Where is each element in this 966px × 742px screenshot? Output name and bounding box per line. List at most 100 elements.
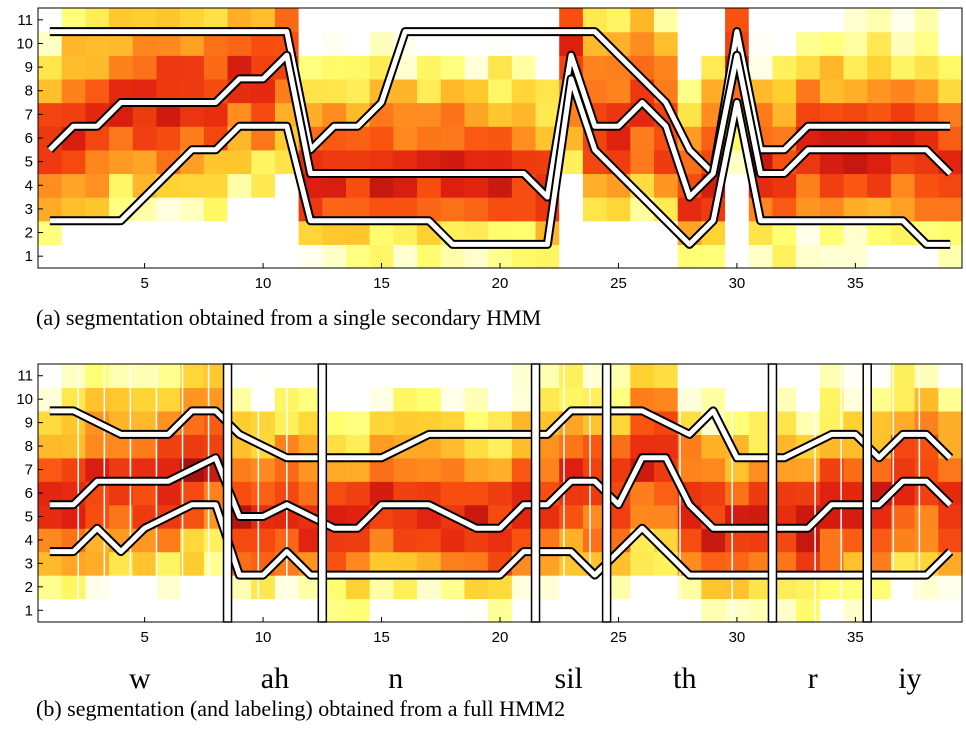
- heatmap-cell: [796, 481, 821, 506]
- heatmap-cell: [440, 387, 466, 412]
- heatmap-cell: [61, 457, 86, 482]
- y-tick-label: 10: [16, 35, 33, 52]
- heatmap-cell: [511, 126, 537, 151]
- heatmap-cell: [393, 102, 418, 127]
- heatmap-cell: [393, 78, 418, 104]
- heatmap-cell: [180, 551, 205, 576]
- heatmap-cell: [559, 244, 584, 269]
- heatmap-cell: [654, 575, 679, 600]
- heatmap-cell: [203, 197, 229, 222]
- y-tick-label: 6: [25, 485, 33, 502]
- heatmap-cell: [156, 575, 181, 600]
- heatmap-cell: [109, 149, 134, 175]
- heatmap-cell: [180, 598, 205, 623]
- heatmap-cell: [346, 410, 371, 435]
- heatmap-cell: [559, 173, 584, 198]
- heatmap-b: [38, 364, 963, 623]
- y-tick-label: 4: [25, 177, 33, 194]
- heatmap-cell: [322, 8, 347, 33]
- heatmap-cell: [890, 244, 916, 269]
- x-tick-label: 30: [729, 629, 746, 646]
- heatmap-cell: [203, 55, 229, 80]
- heatmap-cell: [109, 598, 134, 623]
- heatmap-cell: [772, 31, 797, 56]
- heatmap-cell: [85, 78, 110, 104]
- heatmap-cell: [369, 387, 394, 412]
- heatmap-cell: [582, 173, 608, 198]
- heatmap-cell: [914, 173, 939, 198]
- heatmap-cell: [488, 481, 513, 506]
- heatmap-cell: [298, 55, 323, 80]
- heatmap-cell: [748, 8, 774, 33]
- x-tick-label: 20: [492, 275, 509, 292]
- caption-a: (a) segmentation obtained from a single …: [36, 305, 541, 330]
- heatmap-cell: [132, 55, 158, 80]
- heatmap-cell: [369, 31, 394, 56]
- heatmap-cell: [322, 244, 347, 269]
- heatmap-cell: [725, 197, 750, 222]
- y-tick-label: 3: [25, 201, 33, 218]
- phoneme-boundary: [530, 363, 541, 623]
- heatmap-cell: [440, 528, 466, 553]
- heatmap-cell: [393, 528, 418, 553]
- heatmap-cell: [227, 173, 252, 198]
- heatmap-cell: [180, 244, 205, 269]
- heatmap-cell: [582, 220, 608, 245]
- phoneme-label: n: [388, 662, 403, 695]
- heatmap-cell: [61, 434, 86, 459]
- heatmap-cell: [180, 197, 205, 222]
- heatmap-cell: [890, 504, 916, 529]
- heatmap-cell: [677, 457, 702, 482]
- heatmap-cell: [772, 78, 797, 104]
- heatmap-cell: [630, 8, 655, 33]
- heatmap-cell: [701, 457, 726, 482]
- heatmap-cell: [654, 31, 679, 56]
- heatmap-cell: [890, 31, 916, 56]
- heatmap-cell: [725, 481, 750, 506]
- phoneme-labels: w ah n sil th r iy: [129, 662, 922, 695]
- heatmap-cell: [85, 244, 110, 269]
- heatmap-cell: [796, 8, 821, 33]
- heatmap-cell: [417, 55, 442, 80]
- phoneme-label: ah: [261, 662, 289, 695]
- heatmap-cell: [109, 504, 134, 529]
- heatmap-cell: [890, 364, 916, 389]
- y-tick-label: 10: [16, 391, 33, 408]
- heatmap-cell: [819, 244, 845, 269]
- heatmap-cell: [725, 410, 750, 435]
- heatmap-cell: [156, 220, 181, 245]
- segmentation-line: [48, 52, 952, 200]
- heatmap-cell: [61, 149, 86, 175]
- heatmap-cell: [938, 31, 963, 56]
- x-tick-label: 5: [140, 275, 148, 292]
- heatmap-cell: [511, 197, 537, 222]
- heatmap-cell: [511, 102, 537, 127]
- heatmap-cell: [630, 126, 655, 151]
- heatmap-cell: [346, 481, 371, 506]
- x-tick-label: 25: [610, 629, 627, 646]
- y-tick-label: 3: [25, 555, 33, 572]
- heatmap-cell: [654, 173, 679, 198]
- axes-a: 5 10 15 20 25 30 35 1 2 3 4 5 6 7 8 9 10 11: [16, 12, 863, 292]
- heatmap-cell: [772, 55, 797, 80]
- heatmap-cell: [440, 364, 466, 389]
- heatmap-cell: [61, 173, 86, 198]
- y-tick-label: 1: [25, 602, 33, 619]
- heatmap-cell: [180, 364, 205, 389]
- heatmap-cell: [132, 220, 158, 245]
- phoneme-boundary: [222, 363, 233, 623]
- heatmap-cell: [819, 598, 845, 623]
- heatmap-cell: [156, 364, 181, 389]
- x-tick-label: 35: [847, 275, 864, 292]
- x-tick-label: 10: [255, 629, 272, 646]
- heatmap-cell: [938, 8, 963, 33]
- segmentation-line: [49, 455, 952, 531]
- heatmap-cell: [819, 387, 845, 412]
- x-tick-label: 25: [610, 275, 627, 292]
- heatmap-cell: [203, 220, 229, 245]
- heatmap-cell: [85, 551, 110, 576]
- heatmap-cell: [654, 55, 679, 80]
- heatmap-cell: [417, 387, 442, 412]
- heatmap-cell: [677, 31, 702, 56]
- heatmap-cell: [132, 551, 158, 576]
